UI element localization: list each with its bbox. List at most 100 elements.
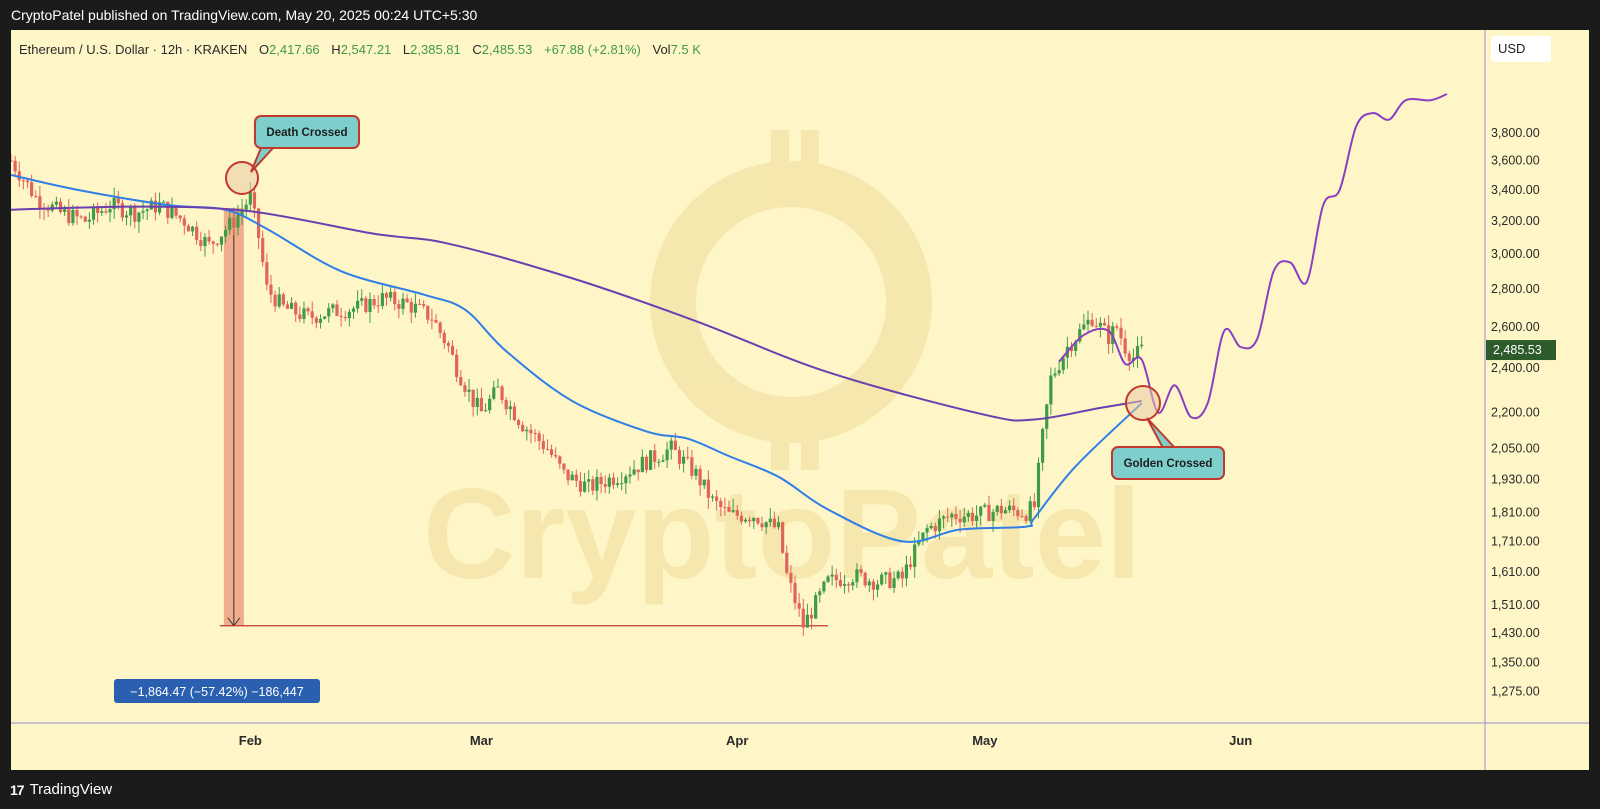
chart-frame[interactable]: CryptoPatel Ethereum / U.S. Dollar · 12h… — [9, 30, 1589, 770]
golden-cross-callout[interactable]: Golden Crossed — [1111, 385, 1225, 480]
candle-body — [252, 192, 257, 209]
candle-body — [925, 528, 929, 533]
candle-body — [521, 424, 525, 432]
candle-body — [702, 479, 706, 486]
candle-body — [1094, 325, 1098, 327]
candle-body — [339, 315, 343, 317]
candle-body — [516, 420, 521, 425]
golden-cross-label: Golden Crossed — [1124, 458, 1213, 470]
candle-body — [190, 226, 195, 232]
candle-body — [368, 299, 372, 313]
candle-body — [880, 574, 884, 585]
candle-body — [434, 320, 438, 323]
candle-body — [570, 474, 574, 481]
candle-body — [801, 608, 805, 628]
candle-body — [900, 571, 904, 579]
candle-body — [1140, 344, 1144, 347]
candle-body — [228, 217, 232, 231]
candle-body — [719, 500, 723, 508]
candle-body — [96, 207, 100, 213]
y-tick-label: 3,600.00 — [1491, 154, 1540, 168]
candle-body — [776, 522, 781, 528]
candle-body — [884, 572, 888, 575]
y-tick-label: 1,710.00 — [1491, 534, 1540, 548]
candle-body — [405, 298, 409, 302]
measure-label[interactable]: −1,864.47 (−57.42%) −186,447 — [114, 679, 320, 703]
candle-body — [71, 209, 75, 224]
candle-body — [13, 160, 17, 172]
candle-body — [855, 569, 859, 583]
legend-symbol: Ethereum / U.S. Dollar · 12h · KRAKEN — [19, 42, 247, 57]
candle-body — [962, 516, 966, 523]
candle-body — [694, 468, 698, 476]
candle-body — [83, 216, 87, 222]
candle-body — [818, 591, 822, 596]
candle-body — [75, 209, 79, 217]
candle-body — [104, 211, 108, 213]
candle-body — [203, 236, 207, 247]
candle-body — [384, 293, 389, 298]
candle-body — [1057, 370, 1061, 374]
y-tick-label: 1,350.00 — [1491, 655, 1540, 669]
publish-info-bar: CryptoPatel published on TradingView.com… — [0, 0, 1600, 30]
x-tick-label: Feb — [239, 733, 262, 748]
candle-body — [79, 216, 83, 218]
candle-body — [137, 212, 141, 222]
candle-body — [760, 523, 764, 528]
candle-body — [805, 614, 810, 628]
candle-body — [504, 400, 508, 410]
candle-body — [999, 505, 1003, 514]
currency-selector[interactable]: USD — [1491, 36, 1551, 62]
candle-body — [240, 209, 244, 215]
golden-cross-pointer — [1146, 417, 1178, 449]
candle-body — [958, 518, 962, 523]
candle-body — [141, 211, 145, 213]
candle-body — [265, 262, 269, 285]
golden-cross-box — [1111, 446, 1225, 480]
candle-body — [669, 440, 673, 450]
price-range-measure[interactable] — [219, 208, 829, 627]
candle-body — [327, 308, 331, 317]
candle-body — [261, 238, 265, 263]
candle-body — [904, 564, 909, 579]
y-axis-ticks[interactable]: 3,800.00 3,600.00 3,400.00 3,200.00 3,000.00… — [1491, 126, 1540, 699]
candle-body — [710, 496, 715, 498]
candle-body — [545, 448, 550, 450]
tradingview-logo-icon: 17 — [10, 781, 25, 798]
candle-body — [232, 217, 236, 228]
candle-body — [195, 226, 199, 241]
tradingview-logo[interactable]: 17 TradingView — [10, 781, 112, 798]
tradingview-brand-text: TradingView — [29, 781, 113, 798]
candle-body — [58, 201, 63, 213]
candle-body — [933, 525, 937, 532]
candle-body — [1102, 322, 1107, 326]
candle-body — [764, 522, 768, 528]
price-chart[interactable]: CryptoPatel Ethereum / U.S. Dollar · 12h… — [9, 30, 1589, 770]
candle-body — [302, 308, 306, 319]
candle-body — [219, 236, 224, 245]
candle-body — [186, 225, 191, 232]
y-tick-label: 1,810.00 — [1491, 505, 1540, 519]
legend-high: 2,547.21 — [341, 42, 392, 57]
candle-body — [607, 477, 611, 487]
death-cross-callout[interactable]: Death Crossed — [225, 115, 360, 195]
candle-body — [1123, 338, 1127, 354]
candle-body — [351, 308, 356, 312]
candle-body — [1074, 341, 1078, 351]
candle-body — [781, 522, 785, 553]
candle-body — [525, 429, 529, 432]
candle-body — [1003, 510, 1008, 514]
candle-body — [632, 469, 636, 475]
candle-body — [442, 332, 446, 344]
candle-body — [298, 314, 302, 319]
candle-body — [63, 209, 67, 213]
candle-body — [591, 479, 595, 491]
candle-body — [34, 195, 38, 197]
candle-body — [372, 299, 376, 306]
y-tick-label: 3,000.00 — [1491, 247, 1540, 261]
candle-body — [166, 201, 170, 218]
candle-body — [941, 516, 946, 519]
legend-vol: 7.5 K — [671, 42, 702, 57]
candle-body — [215, 243, 219, 245]
death-cross-pointer — [250, 147, 276, 173]
